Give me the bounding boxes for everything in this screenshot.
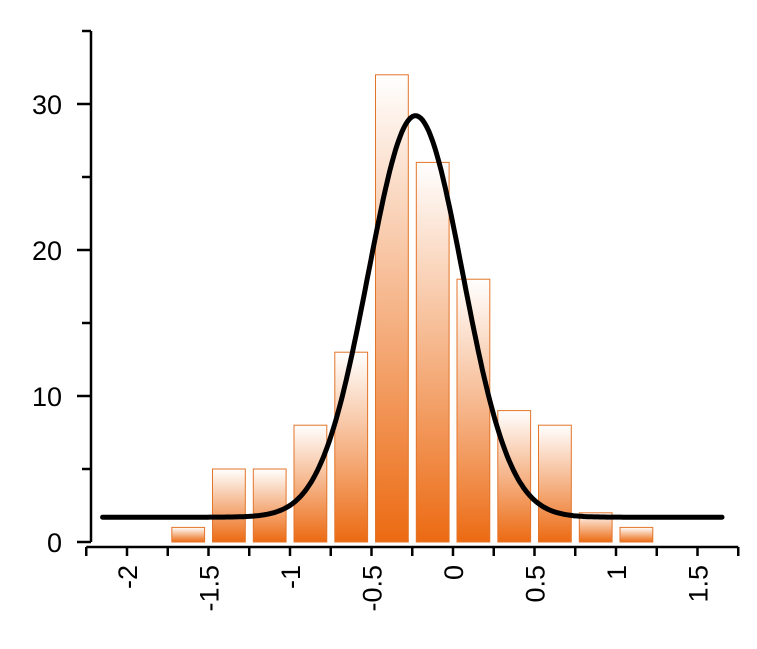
x-tick-label-4: 0 <box>439 565 469 580</box>
x-tick-label-2: -1 <box>276 565 306 589</box>
x-tick-label-6: 1 <box>602 565 632 580</box>
axes-layer <box>77 29 740 556</box>
tick-labels-layer: 0 10 20 30 -2 -1.5 -1 -0.5 0 0.5 1 1.5 <box>32 90 714 612</box>
x-tick-label-3: -0.5 <box>358 565 388 612</box>
histogram-bar-11 <box>619 526 654 543</box>
histogram-bar-1 <box>212 468 246 543</box>
x-tick-label-7: 1.5 <box>684 565 714 603</box>
y-tick-label-1: 10 <box>32 382 62 412</box>
y-tick-label-2: 20 <box>32 236 62 266</box>
histogram-bar-2 <box>252 468 287 543</box>
histogram-bar-9 <box>538 424 572 543</box>
histogram-bar-4 <box>334 351 369 543</box>
y-tick-label-3: 30 <box>32 90 62 120</box>
bars-layer <box>171 74 654 543</box>
x-tick-label-0: -2 <box>113 565 143 589</box>
fit-curve-layer <box>100 113 725 520</box>
histogram-bar-5 <box>375 74 409 543</box>
gaussian-fit-curve <box>100 113 725 520</box>
histogram-bar-6 <box>415 161 450 543</box>
x-tick-label-1: -1.5 <box>195 565 225 612</box>
y-tick-label-0: 0 <box>47 528 62 558</box>
histogram-bar-0 <box>171 526 206 543</box>
x-tick-label-5: 0.5 <box>521 565 551 603</box>
